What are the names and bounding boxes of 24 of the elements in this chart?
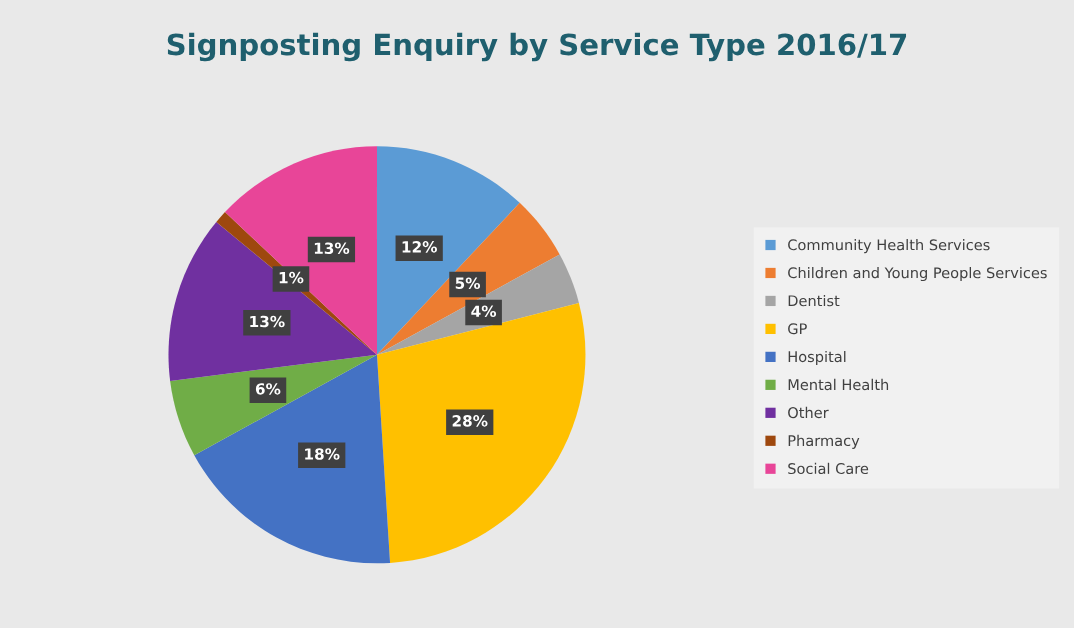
pie-slice — [224, 146, 377, 355]
legend-label: Pharmacy — [788, 434, 860, 449]
legend-label: Mental Health — [788, 378, 889, 391]
legend-label: GP — [788, 323, 807, 335]
legend-label: Children and Young People Services — [788, 267, 1047, 282]
legend-label: Social Care — [788, 462, 869, 475]
legend-label: Dentist — [788, 294, 840, 307]
legend-label: Other — [788, 406, 829, 419]
data-label: 1% — [279, 271, 304, 284]
pie-slice — [376, 302, 586, 563]
pie-slice — [376, 146, 520, 355]
data-label: 5% — [455, 277, 481, 289]
data-label: 4% — [471, 305, 497, 318]
data-label: 28% — [452, 415, 488, 427]
data-label: 13% — [314, 242, 350, 255]
chart-title: Signposting Enquiry by Service Type 2016/17 — [167, 32, 907, 62]
data-label: 18% — [305, 448, 340, 460]
data-label: 6% — [255, 383, 281, 395]
pie-slice — [194, 354, 391, 564]
pie-slice — [168, 221, 377, 381]
data-label: 13% — [250, 315, 285, 328]
legend-label: Community Health Services — [788, 239, 990, 254]
legend-label: Hospital — [788, 350, 846, 366]
data-label: 12% — [402, 241, 437, 253]
